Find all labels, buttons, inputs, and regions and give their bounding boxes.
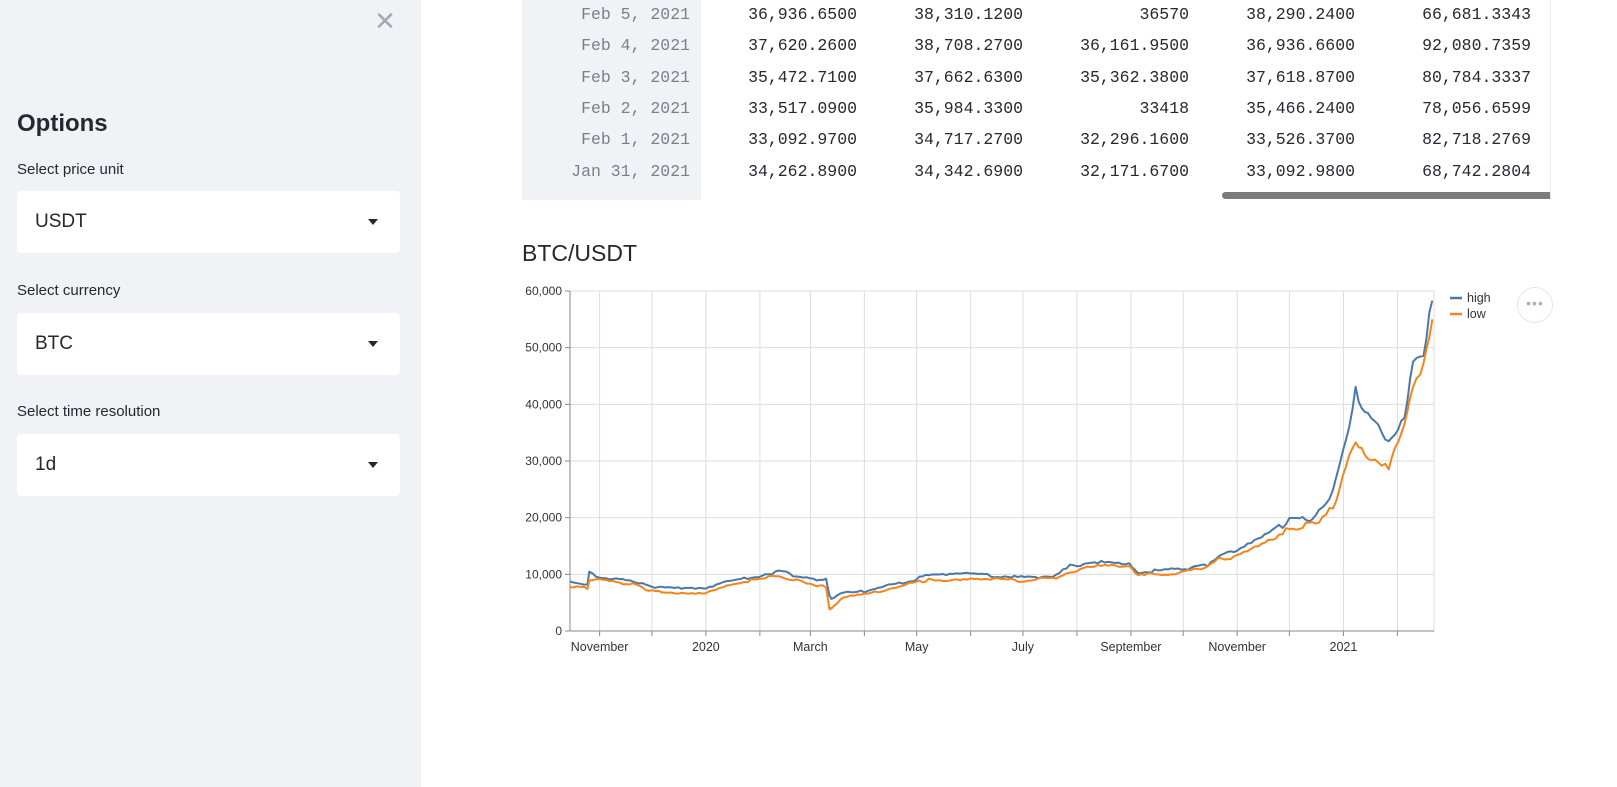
chart-tick-label-y: 40,000 <box>525 397 562 411</box>
chart-title: BTC/USDT <box>522 240 637 266</box>
table-cell-date: Feb 3, 2021 <box>581 67 690 87</box>
chart-tick-label-x: November <box>1208 640 1266 654</box>
table-row: Feb 1, 2021 33,092.9700 34,717.2700 32,296.… <box>522 124 1550 155</box>
chart-tick-label-x: May <box>905 640 929 654</box>
sidebar: ✕ Options Select price unit USDT Select … <box>0 0 421 787</box>
legend-label-high: high <box>1467 291 1491 305</box>
time-resolution-select[interactable]: 1d <box>17 434 400 496</box>
price-unit-label: Select price unit <box>17 161 124 178</box>
table-cell-close: 33,092.9800 <box>1246 161 1355 181</box>
more-options-icon[interactable]: ••• <box>1517 287 1553 323</box>
table-cell-volume: 92,080.7359 <box>1422 36 1531 56</box>
table-row: Feb 5, 2021 36,936.6500 38,310.1200 36570 38… <box>522 0 1550 30</box>
chart-tick-label-y: 30,000 <box>525 454 562 468</box>
table-cell-date: Feb 4, 2021 <box>581 36 690 56</box>
table-cell-close: 36,936.6600 <box>1246 36 1355 56</box>
table-cell-volume: 78,056.6599 <box>1422 98 1531 118</box>
table-cell-open: 35,472.7100 <box>748 67 857 87</box>
table-cell-date: Feb 2, 2021 <box>581 98 690 118</box>
time-resolution-value: 1d <box>35 454 57 475</box>
chart-tick-label-x: September <box>1100 640 1161 654</box>
table-cell-close: 37,618.8700 <box>1246 67 1355 87</box>
table-cell-low: 33418 <box>1139 98 1189 118</box>
chart-tick-label-y: 0 <box>555 624 562 638</box>
table-cell-low: 36,161.9500 <box>1080 36 1189 56</box>
chevron-down-icon <box>368 219 378 225</box>
chart-tick-label-y: 20,000 <box>525 511 562 525</box>
table-cell-low: 36570 <box>1139 5 1189 24</box>
table-cell-volume: 80,784.3337 <box>1422 67 1531 87</box>
table-index-column <box>522 0 701 200</box>
chart-series-line-low <box>569 319 1434 611</box>
currency-value: BTC <box>35 333 73 354</box>
table-cell-date: Jan 31, 2021 <box>571 161 690 181</box>
table-cell-open: 34,262.8900 <box>748 161 857 181</box>
table-cell-high: 34,717.2700 <box>914 130 1023 150</box>
close-icon[interactable]: ✕ <box>374 7 396 37</box>
table-cell-volume: 66,681.3343 <box>1422 5 1531 24</box>
table-row: Feb 4, 2021 37,620.2600 38,708.2700 36,161.… <box>522 30 1550 61</box>
chevron-down-icon <box>368 462 378 468</box>
chart-tick-label-x: July <box>1012 640 1035 654</box>
table-cell-date: Feb 5, 2021 <box>581 5 690 24</box>
chart-series-line-high <box>569 300 1434 600</box>
table-cell-high: 38,708.2700 <box>914 36 1023 56</box>
table-cell-high: 38,310.1200 <box>914 5 1023 24</box>
table-cell-volume: 68,742.2804 <box>1422 161 1531 181</box>
table-row: Feb 3, 2021 35,472.7100 37,662.6300 35,362.… <box>522 62 1550 93</box>
chart-tick-label-y: 10,000 <box>525 567 562 581</box>
table-cell-close: 33,526.3700 <box>1246 130 1355 150</box>
legend-label-low: low <box>1467 307 1487 321</box>
table-row: Feb 2, 2021 33,517.0900 35,984.3300 33418 35… <box>522 93 1550 124</box>
time-resolution-label: Select time resolution <box>17 403 161 420</box>
chart-tick-label-x: November <box>571 640 629 654</box>
currency-select[interactable]: BTC <box>17 313 400 375</box>
sidebar-title: Options <box>17 110 108 137</box>
chart-tick-label-y: 60,000 <box>525 284 562 298</box>
chevron-down-icon <box>368 341 378 347</box>
table-cell-high: 37,662.6300 <box>914 67 1023 87</box>
chart-tick-label-x: 2021 <box>1330 640 1358 654</box>
table-cell-date: Feb 1, 2021 <box>581 130 690 150</box>
table-cell-low: 32,296.1600 <box>1080 130 1189 150</box>
table-cell-open: 33,092.9700 <box>748 130 857 150</box>
price-unit-select[interactable]: USDT <box>17 191 400 253</box>
table-cell-open: 33,517.0900 <box>748 98 857 118</box>
table-cell-open: 36,936.6500 <box>748 5 857 24</box>
table-cell-high: 34,342.6900 <box>914 161 1023 181</box>
currency-label: Select currency <box>17 282 121 299</box>
table-cell-open: 37,620.2600 <box>748 36 857 56</box>
price-table[interactable]: Feb 5, 2021 36,936.6500 38,310.1200 36570 38… <box>522 0 1551 200</box>
chart-tick-label-x: March <box>793 640 828 654</box>
horizontal-scrollbar[interactable] <box>1222 192 1550 199</box>
table-cell-volume: 82,718.2769 <box>1422 130 1531 150</box>
table-cell-close: 35,466.2400 <box>1246 98 1355 118</box>
table-row: Jan 31, 2021 34,262.8900 34,342.6900 32,171… <box>522 156 1550 187</box>
table-cell-high: 35,984.3300 <box>914 98 1023 118</box>
chart-tick-label-x: 2020 <box>692 640 720 654</box>
table-cell-close: 38,290.2400 <box>1246 5 1355 24</box>
table-cell-low: 35,362.3800 <box>1080 67 1189 87</box>
table-cell-low: 32,171.6700 <box>1080 161 1189 181</box>
price-unit-value: USDT <box>35 211 87 232</box>
chart-tick-label-y: 50,000 <box>525 341 562 355</box>
